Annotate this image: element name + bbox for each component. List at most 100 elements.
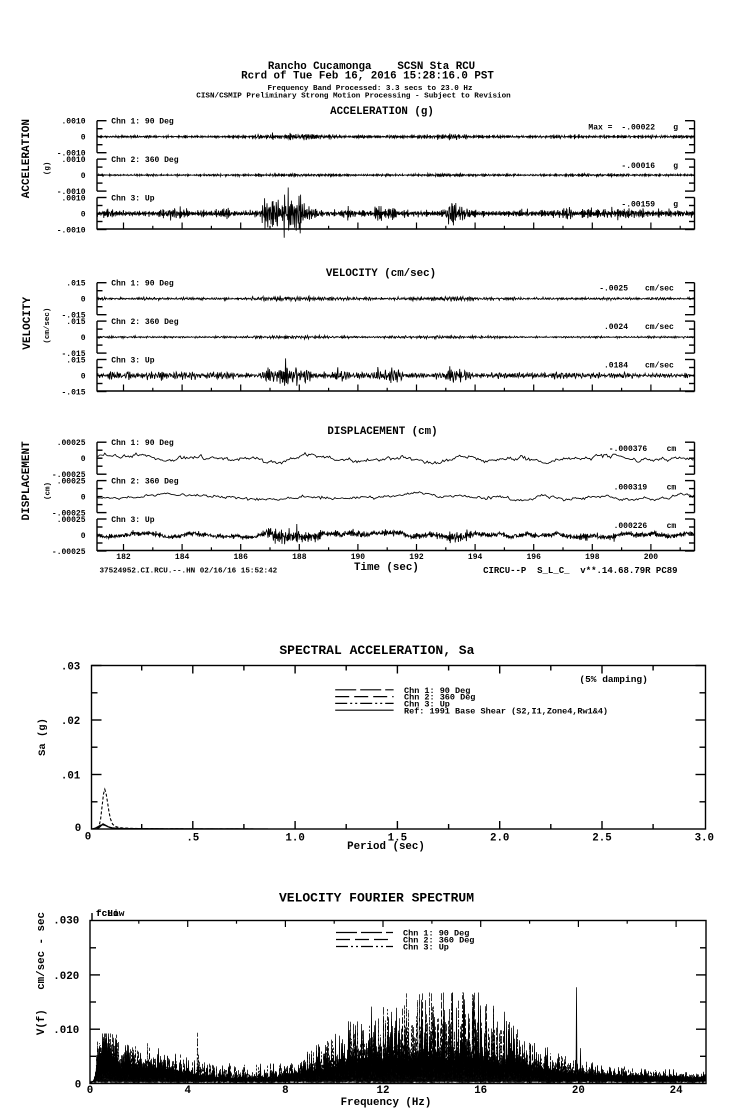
svg-text:fcHi: fcHi <box>96 908 119 919</box>
svg-text:-.000376: -.000376 <box>609 445 648 454</box>
svg-text:0: 0 <box>75 823 81 835</box>
svg-text:198: 198 <box>585 553 600 562</box>
svg-text:Chn 2: 360 Deg: Chn 2: 360 Deg <box>403 936 474 946</box>
svg-text:Chn 2: 360 Deg: Chn 2: 360 Deg <box>404 693 475 703</box>
svg-text:(cm): (cm) <box>45 482 53 500</box>
svg-text:Chn 3: Up: Chn 3: Up <box>111 516 154 525</box>
svg-text:(cm/sec): (cm/sec) <box>44 308 52 344</box>
svg-text:cm/sec: cm/sec <box>645 285 674 294</box>
svg-text:16: 16 <box>474 1085 487 1097</box>
svg-text:CISN/CSMIP Preliminary Strong: CISN/CSMIP Preliminary Strong Motion Pro… <box>196 93 511 101</box>
svg-text:VELOCITY: VELOCITY <box>22 296 34 349</box>
svg-text:190: 190 <box>351 553 366 562</box>
svg-text:0: 0 <box>87 1085 93 1097</box>
svg-text:0: 0 <box>81 334 86 343</box>
svg-text:0: 0 <box>81 296 86 305</box>
svg-text:-.015: -.015 <box>61 388 85 397</box>
svg-text:.0010: .0010 <box>61 156 85 165</box>
svg-text:-.0010: -.0010 <box>57 188 86 197</box>
svg-text:24: 24 <box>670 1085 683 1097</box>
svg-text:.015: .015 <box>66 280 85 289</box>
svg-text:37524952.CI.RCU.--.HN 02/16/16: 37524952.CI.RCU.--.HN 02/16/16 15:52:42 <box>100 568 278 576</box>
svg-text:Chn 3: Up: Chn 3: Up <box>111 194 154 203</box>
svg-text:.000226: .000226 <box>614 522 648 531</box>
svg-text:VELOCITY FOURIER SPECTRUM: VELOCITY FOURIER SPECTRUM <box>279 891 474 906</box>
svg-text:g: g <box>673 162 678 171</box>
svg-text:182: 182 <box>116 553 131 562</box>
svg-text:-.00016: -.00016 <box>621 162 655 171</box>
svg-text:Chn 1: 90 Deg: Chn 1: 90 Deg <box>404 686 470 696</box>
svg-text:.0010: .0010 <box>61 194 85 203</box>
svg-text:Rancho Cucamonga SCSN Sta R: Rancho Cucamonga SCSN Sta RCU <box>268 61 475 73</box>
svg-text:cm/sec: cm/sec <box>645 323 674 332</box>
svg-text:8: 8 <box>282 1085 288 1097</box>
svg-text:0: 0 <box>85 832 91 844</box>
svg-text:g: g <box>673 124 678 133</box>
svg-text:1.0: 1.0 <box>285 833 304 845</box>
svg-text:0: 0 <box>81 455 86 464</box>
svg-text:V(f) cm/sec - sec: V(f) cm/sec - sec <box>36 912 48 1035</box>
svg-text:Frequency Band Processed: 3.3: Frequency Band Processed: 3.3 secs to 23… <box>267 85 472 93</box>
svg-text:Chn 2: 360 Deg: Chn 2: 360 Deg <box>111 318 178 327</box>
svg-text:0: 0 <box>81 532 86 541</box>
svg-text:0: 0 <box>75 1079 81 1091</box>
svg-text:0: 0 <box>81 172 86 181</box>
svg-text:Max =: Max = <box>588 124 612 133</box>
svg-text:.00025: .00025 <box>57 516 86 525</box>
svg-text:.000319: .000319 <box>614 484 648 493</box>
svg-text:Frequency (Hz): Frequency (Hz) <box>341 1097 432 1109</box>
svg-text:4: 4 <box>184 1085 191 1097</box>
svg-text:CIRCU--P S_L_C_ v**.14.68.79: CIRCU--P S_L_C_ v**.14.68.79R PC89 <box>483 566 677 576</box>
svg-text:ACCELERATION: ACCELERATION <box>21 119 33 198</box>
svg-text:Chn 2: 360 Deg: Chn 2: 360 Deg <box>111 478 178 487</box>
svg-text:200: 200 <box>644 553 659 562</box>
svg-text:1.5: 1.5 <box>388 833 407 845</box>
svg-text:184: 184 <box>175 553 190 562</box>
svg-text:Chn 1: 90 Deg: Chn 1: 90 Deg <box>111 439 174 448</box>
svg-text:SPECTRAL ACCELERATION, Sa: SPECTRAL ACCELERATION, Sa <box>279 643 474 658</box>
svg-text:Period (sec): Period (sec) <box>347 841 425 853</box>
svg-text:-.0010: -.0010 <box>57 150 86 159</box>
svg-text:12: 12 <box>377 1085 390 1097</box>
svg-text:.5: .5 <box>186 833 199 845</box>
svg-text:cm: cm <box>667 445 677 454</box>
svg-text:-.015: -.015 <box>61 312 85 321</box>
svg-text:-.00159: -.00159 <box>621 200 655 209</box>
svg-text:-.00025: -.00025 <box>52 548 86 557</box>
svg-text:-.015: -.015 <box>61 350 85 359</box>
svg-text:.010: .010 <box>53 1025 79 1037</box>
svg-text:192: 192 <box>409 553 424 562</box>
svg-text:(g): (g) <box>44 162 52 176</box>
svg-text:g: g <box>673 200 678 209</box>
svg-text:cm: cm <box>667 484 677 493</box>
svg-text:.0010: .0010 <box>61 118 85 127</box>
svg-text:VELOCITY (cm/sec): VELOCITY (cm/sec) <box>326 268 436 280</box>
svg-text:0: 0 <box>81 372 86 381</box>
svg-text:.020: .020 <box>53 971 79 983</box>
svg-text:-.0010: -.0010 <box>57 226 86 235</box>
svg-text:Chn 3: Up: Chn 3: Up <box>403 943 449 953</box>
svg-text:0: 0 <box>81 494 86 503</box>
svg-text:.015: .015 <box>66 318 85 327</box>
svg-text:2.5: 2.5 <box>592 833 611 845</box>
svg-text:cm: cm <box>667 522 677 531</box>
svg-text:.015: .015 <box>66 356 85 365</box>
svg-text:Rcrd of Tue Feb 16, 2016 15:28: Rcrd of Tue Feb 16, 2016 15:28:16.0 PST <box>241 71 494 83</box>
svg-text:0: 0 <box>81 134 86 143</box>
svg-text:cm/sec: cm/sec <box>645 361 674 370</box>
svg-text:.03: .03 <box>61 661 80 673</box>
svg-text:Ref: 1991 Base Shear (S2,I1,Zo: Ref: 1991 Base Shear (S2,I1,Zone4,Rw1&4) <box>404 706 608 716</box>
svg-text:(5% damping): (5% damping) <box>579 674 647 685</box>
svg-text:Chn 1: 90 Deg: Chn 1: 90 Deg <box>111 118 174 127</box>
svg-text:Chn 3: Up: Chn 3: Up <box>404 700 450 710</box>
svg-text:188: 188 <box>292 553 307 562</box>
svg-text:2.0: 2.0 <box>490 833 509 845</box>
svg-text:Chn 3: Up: Chn 3: Up <box>111 356 154 365</box>
svg-text:.0024: .0024 <box>604 323 628 332</box>
svg-text:Sa (g): Sa (g) <box>37 718 49 756</box>
svg-text:0: 0 <box>81 210 86 219</box>
svg-text:fcLow: fcLow <box>96 908 125 919</box>
svg-text:186: 186 <box>233 553 248 562</box>
svg-text:-.00022: -.00022 <box>621 124 655 133</box>
svg-text:DISPLACEMENT: DISPLACEMENT <box>21 441 33 521</box>
